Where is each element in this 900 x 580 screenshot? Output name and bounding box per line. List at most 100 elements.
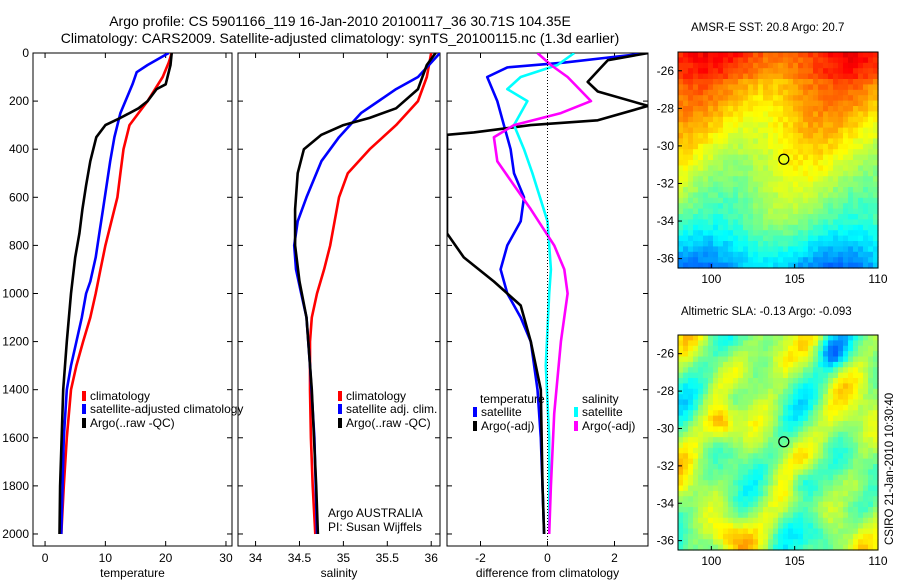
- sst_map-heatmap-cell: [818, 143, 824, 150]
- sst_map-heatmap-cell: [743, 52, 749, 58]
- sst_map-heatmap-cell: [678, 122, 684, 129]
- sst_map-heatmap-cell: [713, 262, 719, 269]
- sst_map-heatmap-cell: [803, 111, 809, 118]
- sla_map-heatmap-cell: [813, 453, 819, 460]
- sst_map-heatmap-cell: [748, 133, 754, 139]
- sla_map-heatmap-cell: [838, 335, 844, 341]
- sla_map-heatmap-cell: [773, 474, 779, 481]
- sla_map-heatmap-cell: [818, 367, 824, 374]
- sla_map-heatmap-cell: [818, 442, 824, 449]
- sla_map-heatmap-cell: [838, 442, 844, 449]
- sla_map-heatmap-cell: [708, 335, 714, 341]
- sst_map-heatmap-cell: [798, 230, 804, 237]
- sla_map-heatmap-cell: [833, 399, 839, 406]
- sst_map-heatmap-cell: [848, 138, 854, 145]
- sla_map-heatmap-cell: [868, 496, 874, 503]
- sst_map-heatmap-cell: [683, 160, 689, 166]
- sst_map-heatmap-cell: [763, 62, 769, 69]
- sla_map-heatmap-cell: [718, 507, 724, 513]
- sst_map-heatmap-cell: [793, 170, 799, 177]
- sla_map-heatmap-cell: [678, 512, 684, 519]
- sla_map-heatmap-cell: [858, 517, 864, 524]
- sst_map-heatmap-cell: [783, 73, 789, 80]
- sst_map-heatmap-cell: [843, 230, 849, 237]
- sst_map-heatmap-cell: [783, 127, 789, 134]
- sst_map-heatmap-cell: [758, 138, 764, 145]
- sla_map-heatmap-cell: [678, 517, 684, 524]
- sst_map-heatmap-cell: [768, 165, 774, 172]
- sst_map-heatmap-cell: [718, 84, 724, 91]
- sla_map-heatmap-cell: [688, 544, 694, 551]
- sla_map-heatmap-cell: [683, 447, 689, 454]
- sst_map-heatmap-cell: [803, 73, 809, 80]
- sst_map-heatmap-cell: [813, 106, 819, 112]
- sst_map-heatmap-cell: [703, 203, 709, 210]
- sst_map-heatmap-cell: [788, 203, 794, 210]
- sla_map-heatmap-cell: [863, 399, 869, 406]
- sla_map-heatmap-cell: [868, 335, 874, 341]
- sst_map-heatmap-cell: [838, 246, 844, 253]
- sst_map-heatmap-cell: [693, 203, 699, 210]
- sla_map-heatmap-cell: [843, 485, 849, 492]
- sla_map-heatmap-cell: [808, 496, 814, 503]
- sla_map-heatmap-cell: [718, 421, 724, 427]
- sla_map-heatmap-cell: [768, 421, 774, 427]
- sst_map-heatmap-cell: [773, 224, 779, 231]
- sst_map-heatmap-cell: [758, 62, 764, 69]
- sst_map-heatmap-cell: [858, 100, 864, 107]
- sla_map-heatmap-cell: [798, 345, 804, 352]
- sla_map-heatmap-cell: [698, 415, 704, 422]
- sla_map-heatmap-cell: [788, 496, 794, 503]
- sla_map-heatmap-cell: [873, 356, 879, 363]
- sla_map-heatmap-cell: [833, 383, 839, 390]
- sst_map-heatmap-cell: [823, 241, 829, 247]
- sst_map-heatmap-cell: [783, 208, 789, 215]
- sst_map-heatmap-cell: [798, 187, 804, 193]
- sla_map-heatmap-cell: [868, 480, 874, 487]
- sst_map-heatmap-cell: [683, 111, 689, 118]
- sst_map-heatmap-cell: [723, 116, 729, 123]
- sst_map-heatmap-cell: [753, 165, 759, 172]
- salinity-series-group: [292, 53, 440, 535]
- sst_map-heatmap-cell: [748, 79, 754, 85]
- sst_map-heatmap-cell: [873, 230, 879, 237]
- sla_map-heatmap-cell: [713, 421, 719, 427]
- sst_map-heatmap-cell: [843, 95, 849, 102]
- sla_map-heatmap-cell: [688, 539, 694, 546]
- sst_map-heatmap-cell: [723, 154, 729, 161]
- sla_map-heatmap-cell: [833, 474, 839, 481]
- sla_map-heatmap-cell: [688, 388, 694, 395]
- sst_map-heatmap-cell: [793, 73, 799, 80]
- sla_map-heatmap-cell: [743, 544, 749, 551]
- sla_map-heatmap-cell: [853, 415, 859, 422]
- sla_map-heatmap-cell: [738, 458, 744, 465]
- sst_map-heatmap-cell: [813, 89, 819, 96]
- sst_map-heatmap-cell: [863, 57, 869, 64]
- sla_map-heatmap-cell: [868, 458, 874, 465]
- sst_map-heatmap-cell: [678, 106, 684, 112]
- sla_map-heatmap-cell: [768, 404, 774, 411]
- sst_map-heatmap-cell: [678, 192, 684, 199]
- sla_map-heatmap-cell: [688, 378, 694, 384]
- sla_map-heatmap-cell: [783, 372, 789, 379]
- sla_map-heatmap-cell: [688, 421, 694, 427]
- sla_map-heatmap-cell: [718, 367, 724, 374]
- sst_map-heatmap-cell: [818, 235, 824, 242]
- sla_map-heatmap-cell: [838, 464, 844, 470]
- sla_map-heatmap-cell: [723, 539, 729, 546]
- sst_map-heatmap-cell: [718, 230, 724, 237]
- sst_map-heatmap-cell: [793, 143, 799, 150]
- sla_map-heatmap-cell: [718, 480, 724, 487]
- sst_map-heatmap-cell: [863, 95, 869, 102]
- sst_map-heatmap-cell: [708, 133, 714, 139]
- sst_map-heatmap-cell: [788, 224, 794, 231]
- sla_map-heatmap-cell: [873, 394, 879, 401]
- sst_map-heatmap-cell: [848, 52, 854, 58]
- sla_map-heatmap-cell: [793, 361, 799, 368]
- sst_map-heatmap-cell: [703, 111, 709, 118]
- sst_map-heatmap-cell: [703, 230, 709, 237]
- sla_map-heatmap-cell: [833, 351, 839, 358]
- sst_map-heatmap-cell: [688, 187, 694, 193]
- sla_map-heatmap-cell: [688, 394, 694, 401]
- sst_map-heatmap-cell: [783, 246, 789, 253]
